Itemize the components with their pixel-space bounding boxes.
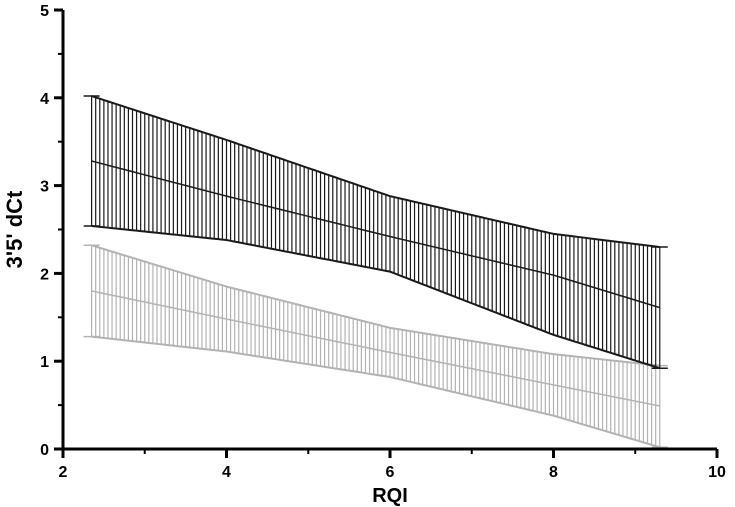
x-axis-title: RQI (372, 485, 408, 507)
lower-band-edge (91, 224, 661, 370)
x-tick-label: 2 (59, 464, 68, 481)
x-tick-label: 10 (708, 464, 726, 481)
lower-band-edge (91, 335, 661, 449)
y-tick-label: 4 (40, 91, 49, 108)
x-tick-label: 4 (222, 464, 231, 481)
y-tick-label: 1 (40, 354, 49, 371)
series-2 (83, 244, 668, 449)
mean-line (91, 290, 660, 407)
x-axis: 2 4 6 8 10 (59, 447, 726, 481)
y-tick-label: 0 (40, 442, 49, 459)
plot-area (83, 95, 668, 449)
y-axis: 0 1 2 3 4 5 (40, 3, 65, 459)
y-axis-title: 3'5' dCt (2, 190, 27, 268)
x-tick-label: 8 (549, 464, 558, 481)
y-tick-label: 5 (40, 3, 49, 20)
y-tick-label: 2 (40, 266, 49, 283)
mean-line (91, 160, 660, 309)
series-1 (83, 95, 668, 370)
upper-band-edge (91, 244, 660, 367)
y-tick-label: 3 (40, 179, 49, 196)
upper-band-edge (91, 95, 660, 249)
x-tick-label: 6 (386, 464, 395, 481)
